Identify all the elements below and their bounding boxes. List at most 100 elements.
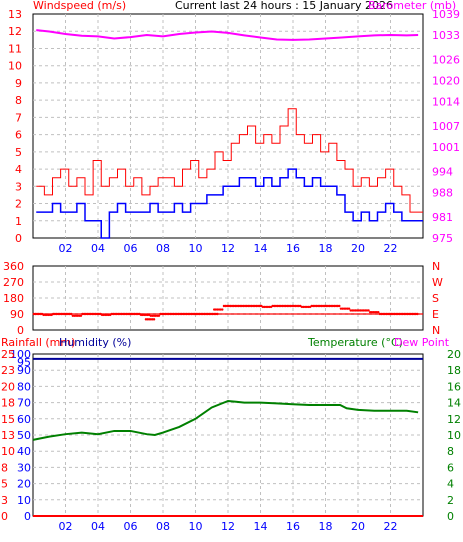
windspeed-tick-label: 7 (15, 111, 22, 124)
x-tick-label: 10 (189, 520, 203, 533)
x-tick-label: 14 (254, 242, 268, 255)
x-tick-label: 06 (124, 520, 138, 533)
direction-tick-label: 0 (17, 324, 24, 337)
humidity-tick-label: 20 (17, 478, 31, 491)
x-tick-label: 12 (221, 242, 235, 255)
barometer-tick-label: 1020 (432, 75, 460, 88)
direction-point (377, 311, 380, 314)
rainfall-tick-label: 10 (1, 445, 15, 458)
windspeed-tick-label: 10 (8, 60, 22, 73)
direction-point (367, 309, 370, 312)
direction-tick-label: 270 (3, 276, 24, 289)
windspeed-tick-label: 4 (15, 163, 22, 176)
direction-point (338, 304, 341, 308)
humidity-axis-title: Humidity (%) (59, 336, 131, 349)
humidity-tick-label: 95 (17, 356, 31, 369)
compass-tick-label: N (432, 260, 440, 273)
temperature-tick-label: 16 (447, 380, 461, 393)
x-tick-label: 12 (221, 520, 235, 533)
humidity-tick-label: 90 (17, 364, 31, 377)
windspeed-tick-label: 5 (15, 146, 22, 159)
temperature-tick-label: 4 (447, 478, 454, 491)
humidity-tick-label: 30 (17, 461, 31, 474)
x-tick-label: 08 (156, 520, 170, 533)
x-tick-label: 02 (59, 520, 73, 533)
plot-frame (32, 13, 424, 239)
temperature-tick-label: 0 (447, 510, 454, 523)
humidity-tick-label: 0 (24, 510, 31, 523)
temperature-tick-label: 2 (447, 494, 454, 507)
windspeed-tick-label: 0 (15, 232, 22, 245)
rainfall-tick-label: 0 (1, 510, 8, 523)
x-tick-label: 14 (254, 520, 268, 533)
windspeed-axis-title: Windspeed (m/s) (33, 0, 126, 12)
humidity-tick-label: 100 (10, 348, 31, 361)
barometer-tick-label: 994 (432, 166, 453, 179)
x-tick-label: 22 (384, 520, 398, 533)
direction-point (157, 314, 161, 317)
direction-point (79, 314, 83, 317)
x-tick-label: 16 (286, 242, 300, 255)
humidity-tick-label: 60 (17, 413, 31, 426)
direction-tick-label: 360 (3, 260, 24, 273)
windspeed-tick-label: 12 (8, 25, 22, 38)
x-tick-label: 06 (124, 242, 138, 255)
barometer-tick-label: 1033 (432, 29, 460, 42)
rainfall-tick-label: 3 (1, 494, 8, 507)
humidity-tick-label: 70 (17, 397, 31, 410)
windspeed-tick-label: 2 (15, 198, 22, 211)
temperature-tick-label: 14 (447, 397, 461, 410)
temperature-tick-label: 6 (447, 461, 454, 474)
humidity-tick-label: 50 (17, 429, 31, 442)
barometer-line (36, 29, 419, 41)
barometer-tick-label: 981 (432, 211, 453, 224)
barometer-tick-label: 1007 (432, 120, 460, 133)
temperature-axis-title: Temperature (°C) (307, 336, 403, 349)
direction-tick-label: 180 (3, 292, 24, 305)
direction-point (347, 307, 351, 310)
windspeed-tick-label: 6 (15, 129, 22, 142)
dew-point-title: Dew Point (394, 336, 450, 349)
compass-tick-label: S (432, 292, 439, 305)
humidity-tick-label: 80 (17, 380, 31, 393)
temperature-tick-label: 12 (447, 413, 461, 426)
windspeed-tick-label: 3 (15, 180, 22, 193)
rainfall-tick-label: 5 (1, 478, 8, 491)
barometer-tick-label: 975 (432, 232, 453, 245)
temperature-humidity-panel: 0102030405060708090951000358101315182023… (1, 348, 461, 533)
humidity-tick-label: 10 (17, 494, 31, 507)
temperature-tick-label: 20 (447, 348, 461, 361)
x-tick-label: 04 (91, 520, 105, 533)
rainfall-tick-label: 20 (1, 380, 15, 393)
barometer-axis-title: Barometer (mb) (368, 0, 456, 12)
rainfall-tick-label: 8 (1, 461, 8, 474)
rainfall-tick-label: 23 (1, 364, 15, 377)
rainfall-tick-label: 15 (1, 413, 15, 426)
direction-point (221, 308, 224, 311)
temperature-tick-label: 18 (447, 364, 461, 377)
wind-gust-line (36, 108, 423, 213)
chart-title: Current last 24 hours : 15 January 2026 (175, 0, 393, 12)
windspeed-tick-label: 9 (15, 77, 22, 90)
direction-tick-label: 90 (10, 308, 24, 321)
temperature-line (32, 399, 419, 441)
compass-tick-label: W (432, 276, 443, 289)
direction-point (152, 318, 156, 321)
wind-barometer-panel: 0123456789101112139759819889941001100710… (8, 8, 460, 255)
x-tick-label: 04 (91, 242, 105, 255)
barometer-tick-label: 1001 (432, 141, 460, 154)
barometer-tick-label: 1026 (432, 54, 460, 67)
rainfall-axis-title: Rainfall (mm) (1, 336, 75, 349)
wind-average-line (36, 168, 423, 239)
windspeed-tick-label: 13 (8, 8, 22, 21)
barometer-tick-label: 1014 (432, 96, 460, 109)
rainfall-tick-label: 13 (1, 429, 15, 442)
x-tick-label: 16 (286, 520, 300, 533)
rainfall-tick-label: 25 (1, 348, 15, 361)
humidity-tick-label: 40 (17, 445, 31, 458)
x-tick-label: 02 (59, 242, 73, 255)
compass-tick-label: N (432, 324, 440, 337)
x-tick-label: 18 (319, 520, 333, 533)
x-tick-label: 22 (384, 242, 398, 255)
